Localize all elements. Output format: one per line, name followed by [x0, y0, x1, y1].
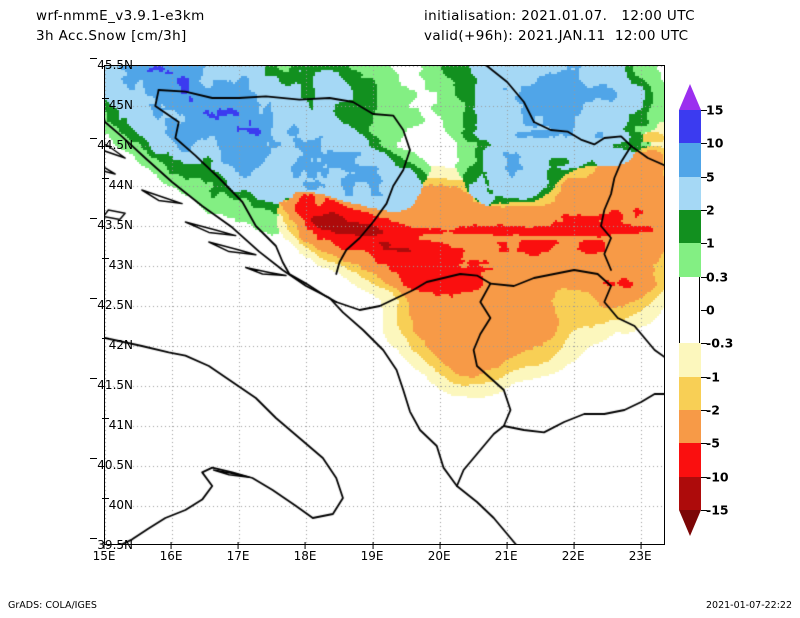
colorbar-segment-12: [679, 476, 701, 511]
map-plot-area: [104, 65, 665, 545]
y-tick-44.5N: 44.5N: [90, 138, 133, 152]
y-tick-mark: [90, 138, 98, 139]
colorbar-label-15: 15: [706, 102, 724, 118]
colorbar-tick: [701, 376, 707, 378]
x-tick-mark: [171, 542, 173, 549]
x-tick-mark: [506, 542, 508, 549]
y-tick-42N: 42N: [101, 338, 133, 352]
colorbar-label-neg1: -1: [706, 369, 720, 385]
colorbar-label-10: 10: [706, 135, 724, 151]
y-tick-mark: [101, 418, 109, 419]
colorbar: [679, 84, 701, 536]
colorbar-top-arrow: [679, 84, 701, 110]
colorbar-label-neg10: -10: [706, 469, 729, 485]
x-tick-mark: [573, 542, 575, 549]
colorbar-tick: [701, 110, 707, 111]
colorbar-label-2: 2: [706, 202, 715, 218]
colorbar-tick: [701, 343, 707, 345]
y-tick-43.5N: 43.5N: [90, 218, 133, 232]
y-tick-mark: [101, 98, 109, 99]
colorbar-segment-8: [679, 343, 701, 378]
grads-credit: GrADS: COLA/IGES: [8, 600, 97, 611]
y-tick-mark: [90, 298, 98, 299]
x-tick-23E: 23E: [629, 542, 652, 563]
colorbar-label-neg15: -15: [706, 502, 729, 518]
y-tick-45.5N: 45.5N: [90, 58, 133, 72]
y-tick-41N: 41N: [101, 418, 133, 432]
colorbar-tick: [701, 310, 707, 311]
colorbar-tick: [701, 176, 707, 178]
colorbar-tick: [701, 210, 707, 211]
y-tick-44N: 44N: [101, 178, 133, 192]
colorbar-segment-11: [679, 443, 701, 478]
x-tick-mark: [372, 542, 374, 549]
model-title: wrf-nmmE_v3.9.1-e3km: [36, 8, 205, 24]
colorbar-segment-4: [679, 210, 701, 244]
y-tick-40.5N: 40.5N: [90, 458, 133, 472]
x-tick-20E: 20E: [428, 542, 451, 563]
colorbar-segment-7: [679, 310, 700, 344]
initialisation-time: initialisation: 2021.01.07. 12:00 UTC: [424, 8, 695, 24]
y-tick-39.5N: 39.5N: [90, 538, 133, 552]
colorbar-tick: [701, 243, 707, 245]
valid-time: valid(+96h): 2021.JAN.11 12:00 UTC: [424, 28, 689, 44]
colorbar-label-neg0p3: -0.3: [706, 335, 734, 351]
x-tick-19E: 19E: [361, 542, 384, 563]
y-tick-mark: [90, 458, 98, 459]
colorbar-bottom-arrow: [679, 510, 701, 536]
colorbar-tick: [701, 510, 707, 511]
colorbar-tick: [701, 410, 707, 411]
colorbar-label-neg2: -2: [706, 402, 720, 418]
colorbar-segment-6: [679, 276, 700, 311]
x-tick-17E: 17E: [227, 542, 249, 563]
y-tick-mark: [90, 58, 98, 59]
x-tick-mark: [439, 542, 441, 549]
y-tick-mark: [101, 178, 109, 179]
colorbar-label-1: 1: [706, 235, 715, 251]
x-tick-18E: 18E: [294, 542, 316, 563]
colorbar-segment-10: [679, 410, 701, 444]
precipitation-field-canvas: [105, 66, 664, 544]
colorbar-segment-2: [679, 143, 701, 178]
colorbar-tick: [701, 476, 707, 478]
y-tick-mark: [90, 378, 98, 379]
colorbar-tick: [701, 143, 707, 145]
y-tick-mark: [101, 338, 109, 339]
field-title: 3h Acc.Snow [cm/3h]: [36, 28, 187, 44]
x-tick-mark: [238, 542, 240, 549]
y-tick-41.5N: 41.5N: [90, 378, 133, 392]
y-tick-43N: 43N: [101, 258, 133, 272]
y-tick-mark: [101, 498, 109, 499]
x-tick-15E: 15E: [93, 542, 115, 563]
colorbar-segment-3: [679, 176, 701, 211]
x-tick-21E: 21E: [495, 542, 518, 563]
y-tick-45N: 45N: [101, 98, 133, 112]
colorbar-label-neg5: -5: [706, 435, 720, 451]
y-tick-40N: 40N: [101, 498, 133, 512]
x-tick-22E: 22E: [562, 542, 585, 563]
colorbar-tick: [701, 443, 707, 445]
y-tick-42.5N: 42.5N: [90, 298, 133, 312]
x-tick-mark: [640, 542, 642, 549]
x-tick-mark: [305, 542, 307, 549]
y-tick-mark: [101, 258, 109, 259]
colorbar-segment-1: [679, 110, 701, 144]
x-tick-16E: 16E: [160, 542, 182, 563]
x-tick-mark: [103, 542, 105, 549]
colorbar-label-0p3: 0.3: [706, 269, 729, 285]
colorbar-tick: [701, 276, 707, 278]
y-tick-mark: [90, 218, 98, 219]
colorbar-segment-9: [679, 376, 701, 411]
colorbar-segment-5: [679, 243, 701, 278]
colorbar-label-0: 0: [706, 302, 715, 318]
render-timestamp: 2021-01-07-22:22: [705, 600, 792, 611]
y-tick-mark: [90, 538, 98, 539]
colorbar-label-5: 5: [706, 169, 715, 185]
